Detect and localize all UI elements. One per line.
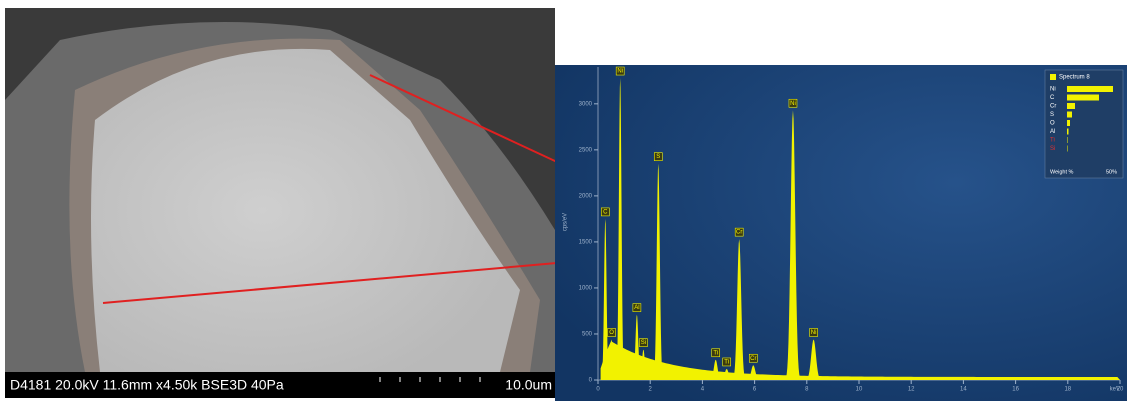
micrograph-info: D4181 20.0kV 11.6mm x4.50k BSE3D 40Pa xyxy=(10,377,284,393)
peak-label: Ni xyxy=(790,101,796,107)
legend-tick-label: 50% xyxy=(1106,169,1117,175)
legend-element: Ti xyxy=(1050,138,1055,144)
peak-label: C xyxy=(603,209,608,215)
legend-bar xyxy=(1067,103,1075,109)
x-tick-label: 20 xyxy=(1117,387,1124,393)
legend-bar xyxy=(1067,146,1068,152)
peak-label: Cr xyxy=(750,356,756,362)
spectrum-panel xyxy=(555,65,1127,401)
legend-swatch xyxy=(1050,74,1056,80)
legend-bar xyxy=(1067,86,1113,92)
figure: D4181 20.0kV 11.6mm x4.50k BSE3D 40Pa 10… xyxy=(0,0,1129,401)
legend-element: O xyxy=(1050,121,1055,127)
y-tick-label: 3000 xyxy=(579,101,593,107)
scale-bar: 10.0um xyxy=(505,377,552,393)
peak-label: Cr xyxy=(736,230,742,236)
x-tick-label: 10 xyxy=(856,387,863,393)
legend-element: C xyxy=(1050,95,1055,101)
legend-element: Cr xyxy=(1050,104,1056,110)
legend-bar xyxy=(1067,120,1070,126)
x-tick-label: 18 xyxy=(1064,387,1071,393)
peak-label: O xyxy=(609,330,614,336)
y-tick-label: 1000 xyxy=(579,286,593,292)
y-tick-label: 1500 xyxy=(579,239,593,245)
legend-bar xyxy=(1067,95,1099,101)
x-tick-label: 12 xyxy=(908,387,915,393)
peak-label: Al xyxy=(634,305,639,311)
x-tick-label: 16 xyxy=(1012,387,1019,393)
y-tick-label: 500 xyxy=(582,332,593,338)
peak-label: Ti xyxy=(724,360,729,366)
legend-title: Spectrum 8 xyxy=(1059,75,1090,81)
y-axis-label: cps/eV xyxy=(563,213,569,231)
x-tick-label: 14 xyxy=(960,387,967,393)
legend-bar xyxy=(1067,112,1072,118)
legend-bar xyxy=(1067,137,1068,143)
peak-label: Ti xyxy=(713,350,718,356)
peak-label: Ni xyxy=(811,330,817,336)
peak-label: Ni xyxy=(617,69,623,75)
peak-label: Si xyxy=(641,340,646,346)
y-tick-label: 2000 xyxy=(579,193,593,199)
legend-element: Al xyxy=(1050,129,1055,135)
micrograph: D4181 20.0kV 11.6mm x4.50k BSE3D 40Pa 10… xyxy=(5,8,555,398)
y-tick-label: 2500 xyxy=(579,147,593,153)
legend-element: S xyxy=(1050,112,1054,118)
legend-element: Ni xyxy=(1050,87,1056,93)
peak-label: S xyxy=(656,154,660,160)
legend-xlabel: Weight % xyxy=(1050,169,1074,175)
legend-bar xyxy=(1067,129,1069,135)
legend-element: Si xyxy=(1050,146,1055,152)
